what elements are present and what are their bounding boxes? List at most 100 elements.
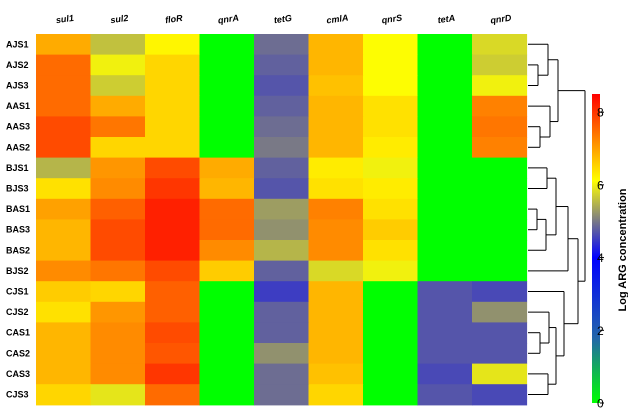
cell-AJS2-qnrD [472, 54, 528, 76]
cell-AAS1-tetA [417, 95, 473, 117]
column-label-qnrA: qnrA [217, 13, 239, 26]
cell-CJS1-tetG [254, 281, 310, 303]
cell-BAS1-qnrD [472, 198, 528, 220]
cell-CAS3-qnrS [363, 363, 419, 385]
cell-AAS3-cmlA [308, 116, 364, 138]
cell-CJS1-tetA [417, 281, 473, 303]
cell-AJS2-floR [145, 54, 201, 76]
cell-CJS3-sul1 [36, 384, 92, 406]
cell-CAS1-cmlA [308, 322, 364, 344]
cell-AAS2-cmlA [308, 137, 364, 159]
cell-AAS3-sul2 [90, 116, 146, 138]
cell-BJS3-sul2 [90, 178, 146, 200]
cell-BJS2-floR [145, 260, 201, 282]
cell-AJS3-qnrS [363, 75, 419, 97]
colorbar-tick-label: 6 [597, 178, 604, 192]
cell-CAS3-cmlA [308, 363, 364, 385]
cell-BJS3-qnrA [199, 178, 255, 200]
cell-BJS3-tetA [417, 178, 473, 200]
cell-BJS3-qnrD [472, 178, 528, 200]
row-label-BJS1: BJS1 [6, 163, 29, 173]
cell-AJS3-sul2 [90, 75, 146, 97]
cell-AAS2-sul2 [90, 137, 146, 159]
cell-BAS3-qnrS [363, 219, 419, 241]
cell-CAS2-sul2 [90, 343, 146, 365]
cell-BAS1-qnrS [363, 198, 419, 220]
cell-BAS2-sul1 [36, 240, 92, 262]
cell-AJS2-tetA [417, 54, 473, 76]
row-label-AJS1: AJS1 [6, 39, 29, 49]
cell-BJS2-tetA [417, 260, 473, 282]
cell-CJS1-sul2 [90, 281, 146, 303]
cell-AJS1-qnrS [363, 34, 419, 56]
cell-CJS2-tetA [417, 301, 473, 323]
cell-BAS1-qnrA [199, 198, 255, 220]
cell-CAS2-tetA [417, 343, 473, 365]
cell-BAS2-floR [145, 240, 201, 262]
cell-AJS1-qnrD [472, 34, 528, 56]
cell-BJS1-sul1 [36, 157, 92, 179]
cell-BAS1-sul1 [36, 198, 92, 220]
row-label-CAS3: CAS3 [6, 369, 30, 379]
cell-AAS1-qnrD [472, 95, 528, 117]
column-label-qnrS: qnrS [381, 13, 403, 26]
cell-AAS3-qnrS [363, 116, 419, 138]
colorbar-ticks: 0 2 4 6 8 [597, 106, 604, 411]
column-label-qnrD: qnrD [490, 13, 513, 26]
cell-AAS2-floR [145, 137, 201, 159]
cell-BAS3-tetG [254, 219, 310, 241]
cell-AJS2-cmlA [308, 54, 364, 76]
cell-AJS3-tetG [254, 75, 310, 97]
cell-CJS3-qnrD [472, 384, 528, 406]
cell-BAS3-tetA [417, 219, 473, 241]
cell-CJS2-cmlA [308, 301, 364, 323]
cell-BJS1-tetA [417, 157, 473, 179]
cell-BAS2-sul2 [90, 240, 146, 262]
cell-AAS2-tetG [254, 137, 310, 159]
cell-AJS3-qnrA [199, 75, 255, 97]
cell-AJS2-tetG [254, 54, 310, 76]
cell-AAS3-sul1 [36, 116, 92, 138]
cell-BAS1-floR [145, 198, 201, 220]
row-label-AAS2: AAS2 [6, 142, 30, 152]
row-label-BAS2: BAS2 [6, 245, 30, 255]
cell-CJS2-tetG [254, 301, 310, 323]
cell-AAS3-tetG [254, 116, 310, 138]
cell-CAS3-qnrD [472, 363, 528, 385]
cell-CJS1-floR [145, 281, 201, 303]
cell-AAS1-tetG [254, 95, 310, 117]
colorbar: 0 2 4 6 8 Log ARG concentration [592, 94, 628, 411]
cell-CAS1-tetA [417, 322, 473, 344]
cell-CJS1-cmlA [308, 281, 364, 303]
cell-CJS1-qnrD [472, 281, 528, 303]
cell-CJS1-qnrA [199, 281, 255, 303]
cell-AAS1-sul2 [90, 95, 146, 117]
cell-BJS2-tetG [254, 260, 310, 282]
cell-AJS2-qnrA [199, 54, 255, 76]
cell-BJS2-qnrS [363, 260, 419, 282]
cell-BAS3-sul2 [90, 219, 146, 241]
cell-AAS3-qnrD [472, 116, 528, 138]
cell-CAS1-qnrD [472, 322, 528, 344]
cell-CAS1-qnrS [363, 322, 419, 344]
cell-AAS2-sul1 [36, 137, 92, 159]
cell-AJS3-floR [145, 75, 201, 97]
cell-BAS3-sul1 [36, 219, 92, 241]
row-label-BAS3: BAS3 [6, 225, 30, 235]
column-label-tetA: tetA [437, 13, 456, 25]
column-label-sul1: sul1 [55, 13, 74, 25]
colorbar-tick-label: 8 [597, 106, 604, 120]
cell-BAS2-tetG [254, 240, 310, 262]
cell-BJS1-tetG [254, 157, 310, 179]
row-label-AAS3: AAS3 [6, 122, 30, 132]
cell-AJS1-sul1 [36, 34, 92, 56]
cell-BAS3-qnrA [199, 219, 255, 241]
cell-BAS3-cmlA [308, 219, 364, 241]
cell-BJS1-qnrS [363, 157, 419, 179]
cell-CAS1-floR [145, 322, 201, 344]
cell-AJS1-sul2 [90, 34, 146, 56]
cell-CJS3-tetG [254, 384, 310, 406]
row-label-BJS2: BJS2 [6, 266, 29, 276]
cell-AAS1-sul1 [36, 95, 92, 117]
row-label-CJS3: CJS3 [6, 390, 29, 400]
